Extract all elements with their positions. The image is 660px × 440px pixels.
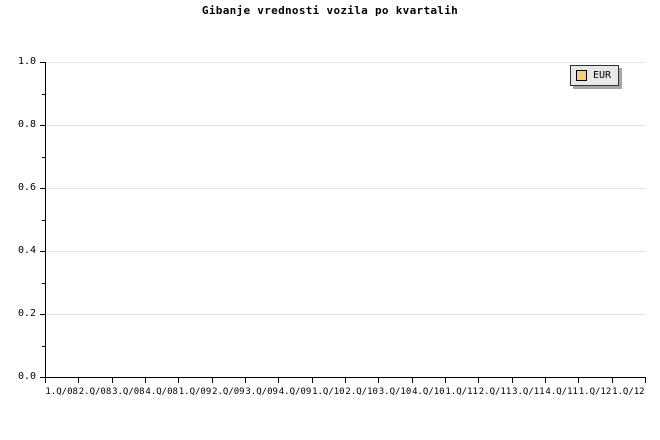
chart-title: Gibanje vrednosti vozila po kvartalih [201, 4, 459, 17]
x-axis-tick [145, 378, 146, 383]
y-axis-tick-label: 0.8 [17, 119, 36, 130]
legend[interactable]: EUR [570, 65, 620, 86]
x-axis-tick-label: 2.Q/10 [345, 387, 378, 397]
x-axis-tick [45, 378, 46, 383]
x-axis-tick [445, 378, 446, 383]
y-axis-minor-tick [42, 219, 45, 221]
gridline [45, 251, 645, 252]
x-axis-tick [278, 378, 279, 383]
x-axis-tick [478, 378, 479, 383]
gridline [45, 125, 645, 126]
x-axis-tick [78, 378, 79, 383]
gridline [45, 188, 645, 189]
x-axis-tick [212, 378, 213, 383]
x-axis-tick-label: 1.Q/12 [612, 387, 645, 397]
x-axis-tick-label: 4.Q/09 [278, 387, 312, 397]
y-axis-tick-label: 0.4 [17, 245, 36, 256]
y-axis-tick [40, 314, 45, 315]
y-axis-tick [40, 377, 45, 378]
x-axis-tick [578, 378, 579, 383]
x-axis-tick [612, 378, 613, 383]
x-axis-tick [345, 378, 346, 383]
y-axis-tick-label: 0.2 [17, 308, 36, 319]
x-axis-tick-label: 4.Q/10 [412, 387, 445, 397]
x-axis-tick-label: 2.Q/11 [478, 387, 512, 397]
x-axis-tick-label: 1.Q/11 [445, 387, 478, 397]
y-axis-tick-label: 0.6 [17, 182, 36, 193]
y-axis-minor-tick [42, 156, 45, 158]
legend-label-eur: EUR [593, 70, 612, 81]
x-axis-tick-label: 3.Q/09 [245, 387, 278, 397]
legend-swatch-eur-icon [576, 70, 587, 81]
x-axis-tick-label: 4.Q/11 [545, 387, 578, 397]
gridline [45, 314, 645, 315]
y-axis-tick [40, 188, 45, 189]
x-axis-tick [178, 378, 179, 383]
x-axis-tick-label: 1.Q/09 [178, 387, 212, 397]
x-axis-tick-label: 1.Q/12 [578, 387, 612, 397]
x-axis-tick-label: 3.Q/10 [378, 387, 412, 397]
y-axis-tick-label: 1.0 [17, 56, 36, 67]
x-axis-tick-label: 3.Q/08 [112, 387, 145, 397]
y-axis-tick [40, 62, 45, 63]
y-axis-minor-tick [42, 93, 45, 95]
x-axis-tick [245, 378, 246, 383]
y-axis-tick [40, 125, 45, 126]
y-axis-labels: 0.0 0.2 0.4 0.6 0.8 1.0 [0, 0, 36, 440]
x-axis-tick [412, 378, 413, 383]
x-axis-tick [378, 378, 379, 383]
plot-area [45, 62, 645, 378]
x-axis-tick-label: 1.Q/10 [312, 387, 345, 397]
x-axis-tick [112, 378, 113, 383]
y-axis-minor-tick [42, 282, 45, 284]
x-axis-tick-label: 1.Q/08 [45, 387, 78, 397]
x-axis-tick-label: 4.Q/08 [145, 387, 178, 397]
x-axis-tick-label: 2.Q/09 [212, 387, 245, 397]
y-axis-spine [45, 62, 46, 378]
x-axis-tick [512, 378, 513, 383]
x-axis-tick-label: 3.Q/11 [512, 387, 545, 397]
y-axis-tick-label: 0.0 [17, 371, 36, 382]
x-axis-tick [312, 378, 313, 383]
gridline [45, 62, 645, 63]
x-axis-spine [45, 377, 646, 378]
x-axis-tick [645, 378, 646, 383]
x-axis-tick-label: 2.Q/08 [78, 387, 112, 397]
x-axis-tick [545, 378, 546, 383]
y-axis-minor-tick [42, 345, 45, 347]
y-axis-tick [40, 251, 45, 252]
